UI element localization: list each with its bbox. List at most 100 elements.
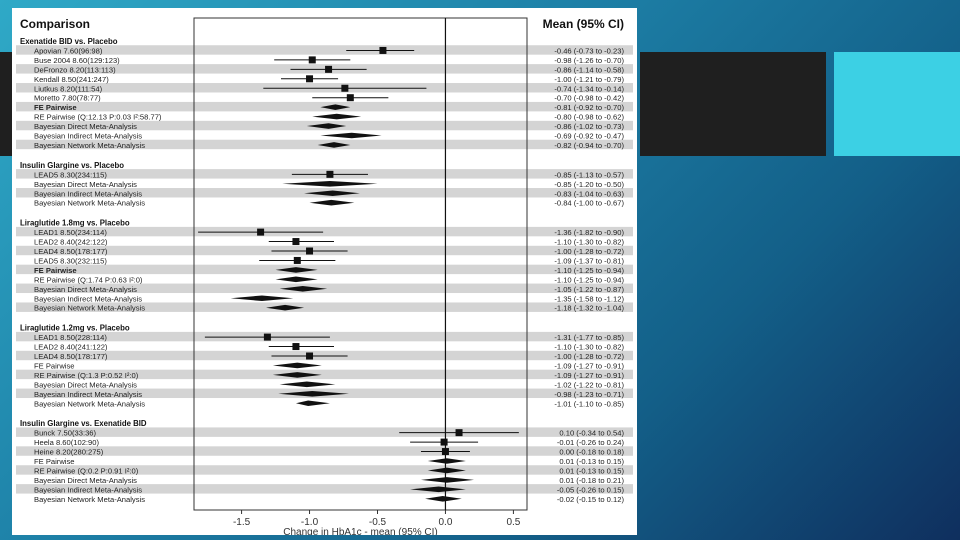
row-label: Bayesian Direct Meta-Analysis (34, 180, 137, 189)
ci-value: -0.86 (-1.14 to -0.58) (554, 65, 624, 74)
ci-value: -0.82 (-0.94 to -0.70) (554, 141, 624, 150)
row-label: Bayesian Indirect Meta-Analysis (34, 390, 142, 399)
pooled-diamond (279, 381, 336, 388)
point-estimate (326, 170, 334, 178)
ci-value: -1.10 (-1.30 to -0.82) (554, 343, 624, 352)
ci-value: -1.09 (-1.37 to -0.81) (554, 256, 624, 265)
row-band (16, 302, 633, 312)
ci-value: -1.00 (-1.28 to -0.72) (554, 247, 624, 256)
ci-value: -1.31 (-1.77 to -0.85) (554, 333, 624, 342)
ci-value: 0.01 (-0.18 to 0.21) (559, 476, 624, 485)
row-label: LEAD1 8.50(228:114) (34, 333, 107, 342)
row-label: Bayesian Direct Meta-Analysis (34, 122, 137, 131)
point-estimate (263, 333, 271, 341)
pooled-diamond (266, 304, 305, 311)
row-band (16, 45, 633, 55)
ci-value: -0.02 (-0.15 to 0.12) (557, 495, 625, 504)
point-estimate (306, 247, 314, 255)
ci-value: -1.10 (-1.25 to -0.94) (554, 266, 624, 275)
pooled-diamond (425, 496, 462, 502)
ci-value: -0.74 (-1.34 to -0.14) (554, 84, 624, 93)
row-band (16, 446, 633, 456)
x-axis-title: Change in HbA1c - mean (95% CI) (283, 527, 438, 535)
row-label: LEAD4 8.50(178:177) (34, 247, 108, 256)
pooled-diamond (275, 276, 318, 283)
point-estimate (308, 56, 316, 64)
ci-value: -1.35 (-1.58 to -1.12) (554, 294, 624, 303)
forest-plot-card: Comparison Mean (95% CI) Exenatide BID vs.… (12, 8, 637, 535)
pooled-diamond (420, 477, 474, 483)
row-label: Bayesian Network Meta-Analysis (34, 199, 145, 208)
ci-value: 0.01 (-0.13 to 0.15) (559, 466, 624, 475)
row-label: FE Pairwise (34, 457, 75, 466)
pooled-diamond (317, 142, 351, 148)
row-label: LEAD2 8.40(241:122) (34, 343, 108, 352)
point-estimate (293, 256, 301, 264)
row-label: Bayesian Network Meta-Analysis (34, 495, 145, 504)
ci-value: -1.00 (-1.28 to -0.72) (554, 352, 624, 361)
row-band (16, 465, 633, 475)
pooled-diamond (272, 362, 322, 369)
point-estimate (306, 75, 314, 83)
point-estimate (292, 343, 300, 351)
pooled-diamond (427, 458, 466, 464)
pooled-diamond (309, 199, 355, 206)
row-label: FE Pairwise (34, 361, 75, 370)
row-label: Buse 2004 8.60(129:123) (34, 56, 120, 65)
ci-value: -0.69 (-0.92 to -0.47) (554, 132, 624, 141)
x-tick-label: -1.5 (233, 517, 251, 528)
point-estimate (292, 238, 300, 246)
x-tick-label: -1.0 (301, 517, 319, 528)
pooled-diamond (275, 267, 318, 273)
ci-value: -1.36 (-1.82 to -0.90) (554, 228, 624, 237)
row-label: Bayesian Network Meta-Analysis (34, 304, 145, 313)
x-tick-label: 0.5 (506, 517, 520, 528)
row-label: Bayesian Indirect Meta-Analysis (34, 485, 142, 494)
point-estimate (440, 438, 448, 446)
pooled-diamond (295, 400, 330, 407)
chart-title: Comparison (20, 17, 90, 31)
ci-value: 0.10 (-0.34 to 0.54) (559, 429, 624, 438)
ci-value: -0.81 (-0.92 to -0.70) (554, 103, 624, 112)
ci-value: -1.02 (-1.22 to -0.81) (554, 380, 624, 389)
pooled-diamond (312, 113, 362, 120)
ci-value: -1.05 (-1.22 to -0.87) (554, 285, 624, 294)
row-label: FE Pairwise (34, 103, 77, 112)
group-heading: Liraglutide 1.2mg vs. Placebo (20, 324, 130, 333)
ci-value: -0.83 (-1.04 to -0.63) (554, 189, 624, 198)
row-label: RE Pairwise (Q:0.2 P:0.91 I²:0) (34, 466, 139, 475)
row-label: Bayesian Network Meta-Analysis (34, 399, 145, 408)
ci-value: -0.85 (-1.13 to -0.57) (554, 170, 624, 179)
row-label: Bayesian Direct Meta-Analysis (34, 285, 137, 294)
x-tick-label: 0.0 (438, 517, 452, 528)
ci-column-header: Mean (95% CI) (543, 17, 624, 31)
row-label: RE Pairwise (Q:1.74 P:0.63 I²:0) (34, 275, 143, 284)
pooled-diamond (279, 286, 328, 292)
row-label: RE Pairwise (Q:12.13 P:0.03 I²:58.77) (34, 113, 162, 122)
row-band (16, 484, 633, 494)
ci-value: -0.98 (-1.23 to -0.71) (554, 390, 624, 399)
row-label: Heela 8.60(102:90) (34, 438, 99, 447)
row-band (16, 427, 633, 437)
row-label: Bayesian Indirect Meta-Analysis (34, 294, 142, 303)
row-band (16, 369, 633, 380)
point-estimate (325, 65, 333, 73)
row-label: LEAD1 8.50(234:114) (34, 228, 107, 237)
row-label: Bayesian Indirect Meta-Analysis (34, 189, 142, 198)
pooled-diamond (272, 372, 322, 378)
ci-value: -1.18 (-1.32 to -1.04) (554, 304, 624, 313)
plot-frame (193, 17, 528, 511)
ci-value: -0.46 (-0.73 to -0.23) (554, 46, 624, 55)
x-tick-label: -0.5 (369, 517, 387, 528)
ci-value: -0.80 (-0.98 to -0.62) (554, 113, 624, 122)
ci-value: -1.10 (-1.30 to -0.82) (554, 238, 624, 247)
row-label: Apovian 7.60(96:98) (34, 46, 103, 55)
row-label: Kendall 8.50(241:247) (34, 75, 109, 84)
group-heading: Insulin Glargine vs. Exenatide BID (20, 419, 147, 428)
point-estimate (441, 448, 449, 456)
slide-decor-dark-bar-right (640, 52, 826, 156)
ci-value: -0.86 (-1.02 to -0.73) (554, 122, 624, 131)
row-label: Liutkus 8.20(111:54) (34, 84, 103, 93)
row-band (16, 226, 633, 237)
row-label: FE Pairwise (34, 266, 77, 275)
